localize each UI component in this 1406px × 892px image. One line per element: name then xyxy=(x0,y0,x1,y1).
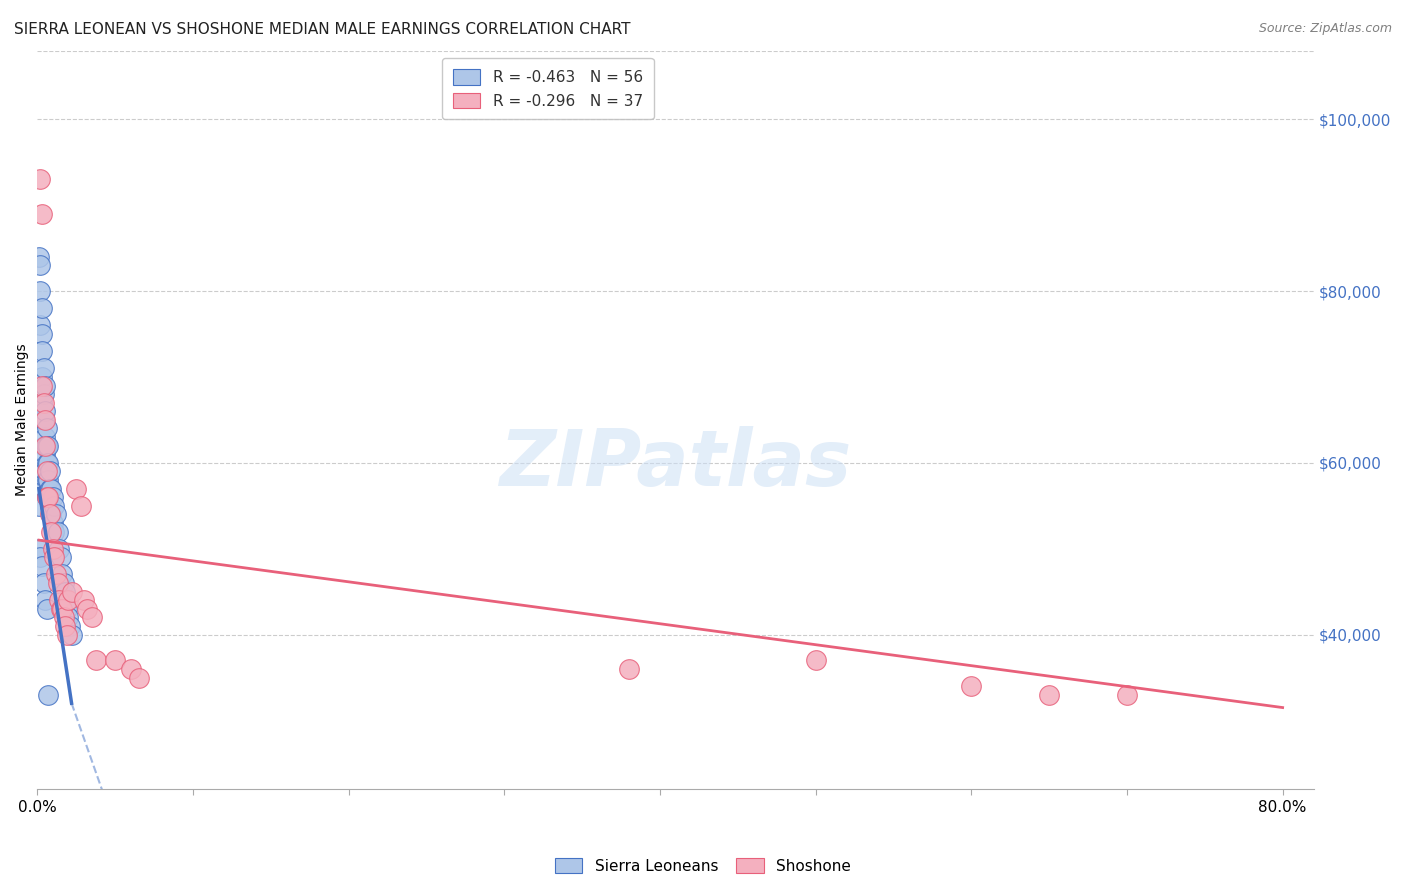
Point xyxy=(73,593,96,607)
Point xyxy=(48,541,70,556)
Point xyxy=(35,602,58,616)
Point xyxy=(51,567,73,582)
Point xyxy=(37,490,59,504)
Text: ZIPatlas: ZIPatlas xyxy=(499,426,852,502)
Point xyxy=(38,465,60,479)
Point xyxy=(44,499,66,513)
Point xyxy=(37,688,59,702)
Point xyxy=(41,482,63,496)
Point xyxy=(32,413,55,427)
Point xyxy=(35,490,58,504)
Point xyxy=(30,172,52,186)
Point xyxy=(1116,688,1139,702)
Point xyxy=(45,508,67,522)
Point xyxy=(41,508,63,522)
Point xyxy=(56,602,79,616)
Point xyxy=(42,541,65,556)
Point xyxy=(31,326,53,341)
Point xyxy=(120,662,142,676)
Point xyxy=(104,653,127,667)
Point xyxy=(30,318,52,333)
Point xyxy=(35,465,58,479)
Point xyxy=(38,508,60,522)
Point xyxy=(35,421,58,435)
Point xyxy=(34,413,56,427)
Point xyxy=(76,602,98,616)
Point xyxy=(70,499,93,513)
Point xyxy=(32,439,55,453)
Point xyxy=(34,593,56,607)
Y-axis label: Median Male Earnings: Median Male Earnings xyxy=(15,343,30,496)
Point xyxy=(44,524,66,539)
Point xyxy=(32,576,55,591)
Point xyxy=(59,619,82,633)
Point xyxy=(58,593,80,607)
Point xyxy=(31,396,53,410)
Point xyxy=(35,456,58,470)
Point xyxy=(41,524,63,539)
Point xyxy=(38,499,60,513)
Point xyxy=(37,439,59,453)
Point xyxy=(60,627,83,641)
Point xyxy=(35,439,58,453)
Point xyxy=(31,301,53,316)
Point xyxy=(44,550,66,565)
Point xyxy=(617,662,640,676)
Point xyxy=(45,567,67,582)
Point xyxy=(58,610,80,624)
Point xyxy=(28,541,51,556)
Point xyxy=(52,576,75,591)
Point xyxy=(38,482,60,496)
Point xyxy=(51,602,73,616)
Text: SIERRA LEONEAN VS SHOSHONE MEDIAN MALE EARNINGS CORRELATION CHART: SIERRA LEONEAN VS SHOSHONE MEDIAN MALE E… xyxy=(14,22,630,37)
Point xyxy=(31,378,53,392)
Point xyxy=(34,447,56,461)
Point xyxy=(32,396,55,410)
Point xyxy=(30,284,52,298)
Point xyxy=(37,456,59,470)
Point xyxy=(804,653,827,667)
Point xyxy=(34,430,56,444)
Point xyxy=(48,593,70,607)
Point xyxy=(31,344,53,359)
Point xyxy=(960,679,983,693)
Point xyxy=(128,671,150,685)
Point xyxy=(34,378,56,392)
Point xyxy=(34,482,56,496)
Point xyxy=(34,404,56,418)
Point xyxy=(52,610,75,624)
Point xyxy=(42,516,65,530)
Point xyxy=(34,439,56,453)
Point xyxy=(34,465,56,479)
Point xyxy=(65,482,87,496)
Point xyxy=(49,602,72,616)
Point xyxy=(35,473,58,487)
Point xyxy=(28,499,51,513)
Point xyxy=(31,370,53,384)
Point xyxy=(46,524,69,539)
Point xyxy=(37,490,59,504)
Point xyxy=(30,550,52,565)
Point xyxy=(53,619,76,633)
Point xyxy=(49,550,72,565)
Point xyxy=(30,258,52,272)
Point xyxy=(42,490,65,504)
Point xyxy=(28,250,51,264)
Point xyxy=(35,490,58,504)
Point xyxy=(32,361,55,376)
Legend: Sierra Leoneans, Shoshone: Sierra Leoneans, Shoshone xyxy=(548,852,858,880)
Point xyxy=(60,584,83,599)
Point xyxy=(32,387,55,401)
Legend: R = -0.463   N = 56, R = -0.296   N = 37: R = -0.463 N = 56, R = -0.296 N = 37 xyxy=(443,58,654,120)
Text: Source: ZipAtlas.com: Source: ZipAtlas.com xyxy=(1258,22,1392,36)
Point xyxy=(46,576,69,591)
Point xyxy=(53,584,76,599)
Point xyxy=(80,610,103,624)
Point xyxy=(31,207,53,221)
Point xyxy=(56,627,79,641)
Point xyxy=(31,558,53,573)
Point xyxy=(1038,688,1060,702)
Point xyxy=(37,473,59,487)
Point xyxy=(86,653,108,667)
